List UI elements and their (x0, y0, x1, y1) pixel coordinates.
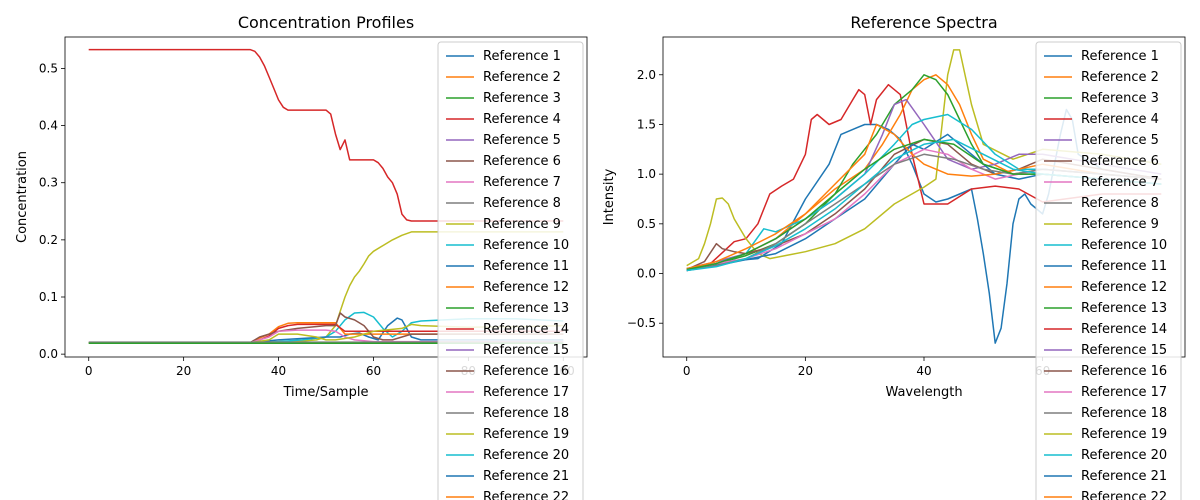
right-legend-label: Reference 18 (1081, 406, 1167, 421)
left-chart-title: Concentration Profiles (238, 13, 414, 32)
right-legend-label: Reference 16 (1081, 364, 1167, 379)
right-series-line-reference-21 (686, 133, 1162, 272)
right-y-tick-label: 0.0 (637, 267, 656, 281)
right-y-tick-label: 1.5 (637, 117, 656, 131)
left-legend-label: Reference 15 (483, 343, 569, 358)
left-legend-label: Reference 22 (483, 490, 569, 500)
right-legend-label: Reference 4 (1081, 112, 1159, 127)
right-legend-label: Reference 14 (1081, 322, 1167, 337)
left-legend-label: Reference 14 (483, 322, 569, 337)
right-legend-box (1035, 41, 1182, 500)
right-chart-panel: Reference Spectra0204060−0.50.00.51.01.5… (602, 13, 1186, 500)
left-y-tick-label: 0.3 (39, 176, 58, 190)
left-legend-box (437, 41, 584, 500)
right-series-line-reference-12 (686, 123, 1162, 270)
right-legend-label: Reference 1 (1081, 49, 1159, 64)
right-legend-label: Reference 22 (1081, 490, 1167, 500)
left-legend-label: Reference 13 (483, 301, 569, 316)
left-legend-label: Reference 12 (483, 280, 569, 295)
left-y-tick-label: 0.4 (39, 119, 58, 133)
left-legend-label: Reference 17 (483, 385, 569, 400)
right-y-axis-label: Intensity (602, 168, 617, 225)
right-legend-label: Reference 15 (1081, 343, 1167, 358)
left-legend-label: Reference 10 (483, 238, 569, 253)
left-x-axis-label: Time/Sample (283, 385, 369, 400)
right-x-axis-label: Wavelength (885, 385, 962, 400)
left-series-line-reference-6 (88, 312, 564, 344)
right-legend-label: Reference 13 (1081, 301, 1167, 316)
right-y-tick-label: −0.5 (627, 316, 656, 330)
right-series-group (686, 49, 1162, 344)
right-series-line-reference-10 (686, 113, 1162, 271)
right-legend-label: Reference 5 (1081, 133, 1159, 148)
left-legend-label: Reference 16 (483, 364, 569, 379)
left-legend-label: Reference 6 (483, 154, 561, 169)
right-y-tick-label: 1.0 (637, 167, 656, 181)
right-legend-label: Reference 17 (1081, 385, 1167, 400)
left-y-tick-label: 0.1 (39, 290, 58, 304)
left-y-tick-label: 0.2 (39, 233, 58, 247)
right-chart-title: Reference Spectra (850, 13, 997, 32)
left-y-axis-label: Concentration (15, 151, 30, 243)
left-legend: Reference 1 Reference 2 Reference 3 Referen… (437, 41, 584, 500)
left-x-tick-label: 0 (85, 364, 93, 378)
left-legend-label: Reference 1 (483, 49, 561, 64)
right-legend-label: Reference 10 (1081, 238, 1167, 253)
left-chart-panel: Concentration Profiles0204060801000.00.1… (15, 13, 588, 500)
right-legend-label: Reference 2 (1081, 70, 1159, 85)
left-x-tick-label: 40 (271, 364, 286, 378)
left-legend-label: Reference 2 (483, 70, 561, 85)
left-legend-label: Reference 19 (483, 427, 569, 442)
right-series-line-reference-20 (686, 138, 1162, 272)
right-legend: Reference 1 Reference 2 Reference 3 Referen… (1035, 41, 1182, 500)
left-x-tick-label: 60 (366, 364, 381, 378)
left-legend-label: Reference 9 (483, 217, 561, 232)
right-x-tick-label: 0 (683, 364, 691, 378)
right-series-line-reference-9 (686, 49, 1162, 267)
right-legend-label: Reference 11 (1081, 259, 1167, 274)
right-series-line-reference-14 (686, 83, 1162, 272)
right-series-line-reference-13 (686, 138, 1162, 271)
left-y-tick-label: 0.0 (39, 347, 58, 361)
left-x-tick-label: 20 (176, 364, 191, 378)
right-legend-label: Reference 6 (1081, 154, 1159, 169)
left-axes-frame (64, 36, 588, 358)
left-legend-label: Reference 21 (483, 469, 569, 484)
left-legend-label: Reference 5 (483, 133, 561, 148)
left-legend-label: Reference 4 (483, 112, 561, 127)
left-legend-label: Reference 11 (483, 259, 569, 274)
right-legend-label: Reference 7 (1081, 175, 1159, 190)
left-y-tick-label: 0.5 (39, 61, 58, 75)
left-series-line-reference-1 (88, 317, 564, 344)
left-series-line-reference-9 (88, 323, 564, 344)
left-series-line-reference-4 (88, 48, 564, 222)
right-x-tick-label: 20 (798, 364, 813, 378)
left-legend-label: Reference 20 (483, 448, 569, 463)
right-y-tick-label: 2.0 (637, 68, 656, 82)
right-legend-label: Reference 21 (1081, 469, 1167, 484)
left-legend-label: Reference 7 (483, 175, 561, 190)
right-legend-label: Reference 8 (1081, 196, 1159, 211)
right-legend-label: Reference 9 (1081, 217, 1159, 232)
left-legend-label: Reference 3 (483, 91, 561, 106)
right-x-tick-label: 40 (916, 364, 931, 378)
right-legend-label: Reference 3 (1081, 91, 1159, 106)
left-legend-label: Reference 8 (483, 196, 561, 211)
right-y-tick-label: 0.5 (637, 217, 656, 231)
right-legend-label: Reference 12 (1081, 280, 1167, 295)
left-legend-label: Reference 18 (483, 406, 569, 421)
right-legend-label: Reference 19 (1081, 427, 1167, 442)
right-legend-label: Reference 20 (1081, 448, 1167, 463)
